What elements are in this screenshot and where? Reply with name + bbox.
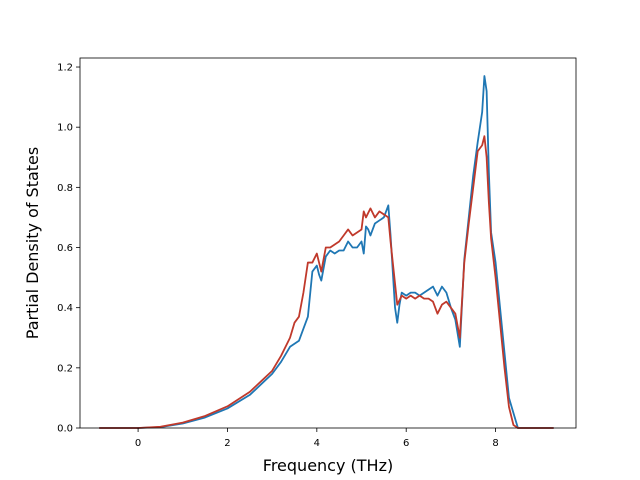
- y-tick-label: 0.8: [57, 183, 73, 194]
- x-axis-label: Frequency (THz): [263, 456, 393, 475]
- y-ticks: 0.0 0.2 0.4 0.6 0.8 1.0 1.2: [57, 63, 80, 435]
- series-layer: [99, 75, 554, 429]
- x-tick-label: 0: [135, 438, 141, 449]
- y-tick-label: 0.6: [57, 243, 73, 254]
- x-tick-label: 8: [492, 438, 498, 449]
- x-tick-label: 2: [224, 438, 230, 449]
- y-tick-label: 1.0: [57, 123, 73, 134]
- x-ticks: 0 2 4 6 8: [135, 428, 499, 449]
- plot-area: [80, 58, 576, 428]
- y-tick-label: 1.2: [57, 63, 73, 74]
- x-tick-label: 4: [314, 438, 320, 449]
- series-line-2: [99, 135, 554, 429]
- y-tick-label: 0.2: [57, 363, 73, 374]
- x-tick-label: 6: [403, 438, 409, 449]
- plot-frame: [79, 57, 577, 429]
- y-axis-label: Partial Density of States: [23, 147, 42, 339]
- y-tick-label: 0.0: [57, 424, 73, 435]
- y-tick-label: 0.4: [57, 303, 73, 314]
